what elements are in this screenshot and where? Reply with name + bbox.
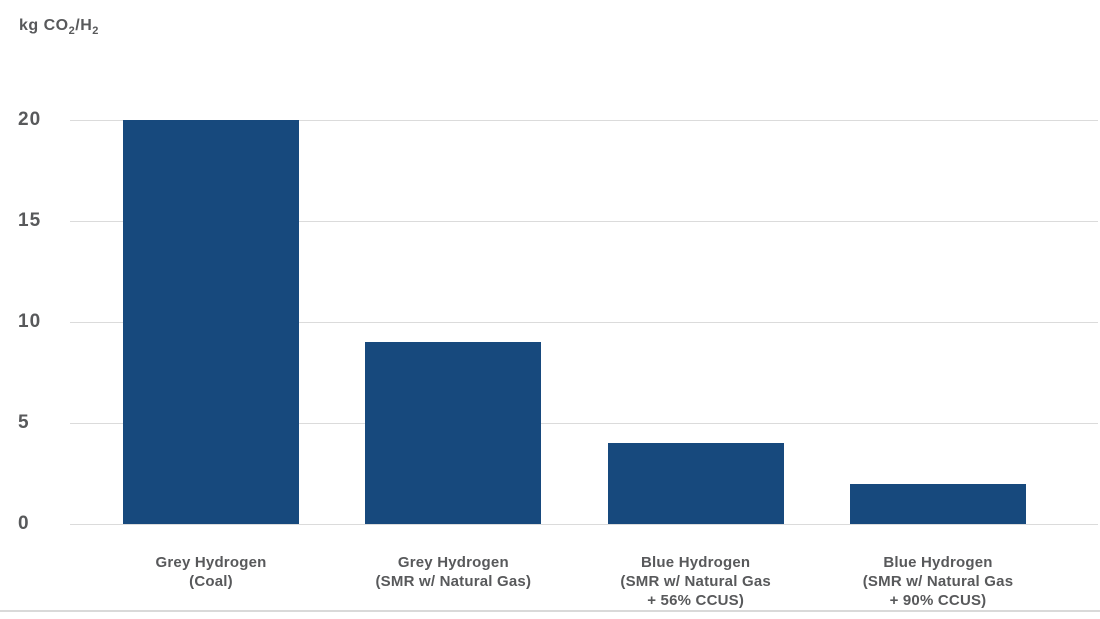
category-label-line: (SMR w/ Natural Gas (862, 573, 1014, 590)
y-tick-label-20: 20 (18, 109, 42, 130)
y-tick-label-15: 15 (18, 210, 42, 231)
bar-blue-hydrogen-smr-w-natural-gas-56-ccus (607, 443, 784, 524)
category-label-line: + 56% CCUS) (647, 592, 745, 609)
gridline-y-20 (70, 119, 1098, 121)
y-tick-label-10: 10 (18, 311, 42, 332)
category-label-line: Grey Hydrogen (397, 554, 509, 571)
gridline-y-10 (70, 321, 1098, 323)
unit-subscript: 2 (92, 25, 99, 37)
bar-blue-hydrogen-smr-w-natural-gas-90-ccus (849, 483, 1026, 524)
y-tick-label-5: 5 (18, 412, 30, 433)
bar-grey-hydrogen-smr-w-natural-gas (365, 342, 542, 524)
unit-subscript: 2 (68, 25, 76, 37)
category-label-line: (Coal) (189, 573, 233, 590)
category-label-line: Grey Hydrogen (155, 554, 267, 571)
y-axis-unit-label: kg CO2/H2 (19, 17, 99, 37)
gridline-y-5 (70, 422, 1098, 424)
gridline-y-0 (70, 523, 1098, 525)
category-label: Blue Hydrogen (SMR w/ Natural Gas + 90% CC… (813, 553, 1063, 610)
bar-grey-hydrogen-coal (123, 120, 299, 524)
category-label: Blue Hydrogen (SMR w/ Natural Gas + 56% CC… (571, 553, 821, 610)
unit-text: /H (75, 17, 93, 34)
category-label-line: Blue Hydrogen (641, 554, 751, 571)
category-label-line: (SMR w/ Natural Gas (620, 573, 771, 590)
category-label-line: + 90% CCUS) (889, 592, 987, 609)
unit-text: kg CO (19, 17, 69, 34)
category-label-line: (SMR w/ Natural Gas) (375, 573, 532, 590)
category-label: Grey Hydrogen (SMR w/ Natural Gas) (328, 553, 578, 591)
y-tick-label-0: 0 (18, 513, 30, 534)
bottom-divider (0, 610, 1100, 612)
category-label-line: Blue Hydrogen (883, 554, 993, 571)
gridline-y-15 (70, 220, 1098, 222)
category-label: Grey Hydrogen (Coal) (86, 553, 336, 591)
